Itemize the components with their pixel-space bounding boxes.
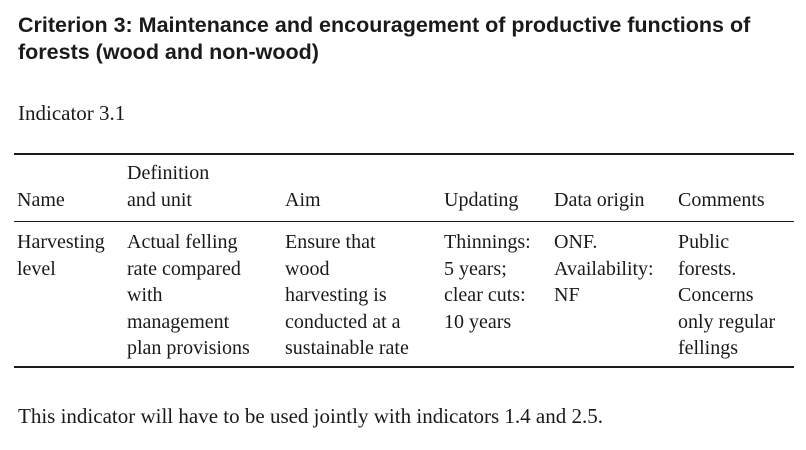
cell-data-origin: ONF. Availability: NF xyxy=(554,231,654,306)
criterion-title: Criterion 3: Maintenance and encourageme… xyxy=(18,13,751,64)
indicator-label: Indicator 3.1 xyxy=(18,101,126,125)
header-definition: Definition and unit xyxy=(127,162,210,211)
cell-aim: Ensure that wood harvesting is conducted… xyxy=(285,231,409,359)
table-header: Name Definition and unit Aim Updating Da… xyxy=(14,154,794,222)
cell-updating: Thinnings: 5 years; clear cuts: 10 years xyxy=(444,231,531,333)
cell-comments: Public forests. Concerns only regular fe… xyxy=(678,231,776,359)
header-updating: Updating xyxy=(444,188,519,211)
footnote: This indicator will have to be used join… xyxy=(18,404,603,428)
table-row: Harvesting level Actual felling rate com… xyxy=(14,222,794,367)
table-header-row: Name Definition and unit Aim Updating Da… xyxy=(14,154,794,222)
header-aim: Aim xyxy=(285,188,321,211)
indicator-table: Name Definition and unit Aim Updating Da… xyxy=(14,153,794,368)
header-name: Name xyxy=(17,188,65,211)
cell-name: Harvesting level xyxy=(17,231,105,280)
table-body: Harvesting level Actual felling rate com… xyxy=(14,222,794,367)
cell-definition: Actual felling rate compared with manage… xyxy=(127,231,250,359)
header-comments: Comments xyxy=(678,188,765,211)
header-data-origin: Data origin xyxy=(554,188,645,211)
